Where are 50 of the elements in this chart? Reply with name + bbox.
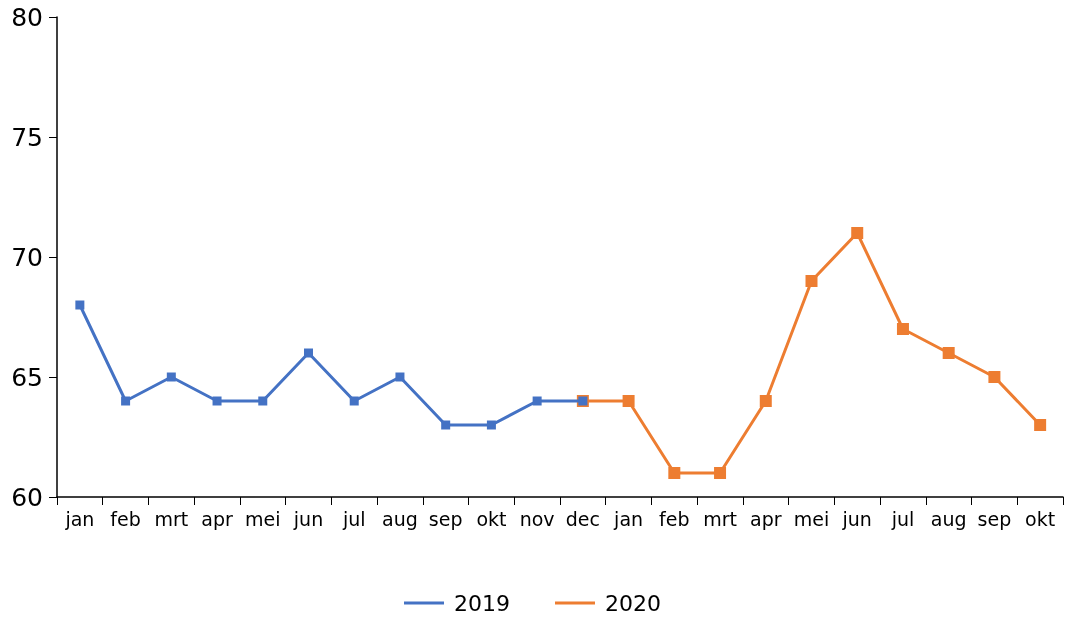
point [759,395,772,407]
point [532,396,542,406]
x-tick-label: jan [613,507,644,530]
point [714,467,727,479]
x-tick-label: aug [930,507,967,530]
point [486,420,496,430]
x-tick-label: aug [382,507,418,530]
point [896,323,909,335]
point [304,348,313,358]
point [441,420,451,430]
x-tick-label: mrt [703,507,737,530]
x-tick-label: okt [476,507,507,530]
x-tick-label: feb [659,507,690,530]
point [121,396,131,406]
x-tick-label: sep [428,507,463,530]
y-tick-label: 80 [11,2,43,32]
x-tick-label: sep [977,507,1012,530]
point [166,372,176,382]
point [988,371,1001,383]
x-tick-label: mei [793,507,830,530]
legend-label: 2019 [454,590,511,616]
legend-label: 2020 [605,590,661,616]
x-tick-label: nov [519,507,555,530]
x-tick-label: apr [750,507,782,530]
x-tick-label: jun [292,507,324,530]
y-tick-label: 60 [11,482,43,512]
x-tick-label: jan [64,507,95,530]
x-tick-label: dec [565,507,600,530]
point [805,275,818,287]
point [75,300,85,310]
x-tick-label: jul [890,507,915,530]
x-tick-label: feb [110,507,141,530]
point [349,396,359,406]
point [668,467,681,479]
x-tick-label: mei [245,507,281,530]
x-tick-label: jun [841,507,872,530]
y-tick-label: 65 [11,362,43,392]
x-tick-label: okt [1025,507,1056,530]
point [942,347,955,359]
y-tick-label: 75 [11,122,43,152]
point [1034,419,1047,431]
point [258,396,268,406]
x-tick-label: mrt [154,507,189,530]
x-tick-label: apr [201,507,233,530]
y-tick-label: 70 [11,242,43,272]
x-tick-label: jul [341,507,366,530]
point [212,396,222,406]
point [622,395,635,407]
point [395,372,405,382]
point [851,227,864,239]
